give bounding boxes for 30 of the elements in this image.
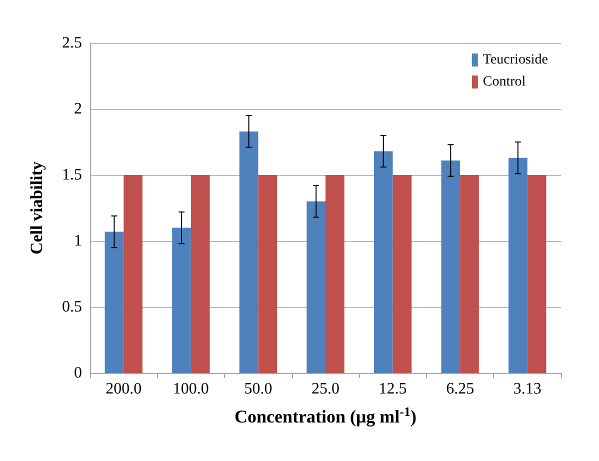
bar: [306, 201, 326, 373]
bar: [104, 232, 124, 373]
y-tick-label: 1: [74, 232, 82, 250]
x-tick-label: 100.0: [172, 380, 209, 398]
y-tick-label: 2: [74, 100, 82, 118]
legend-label: Teucrioside: [482, 52, 548, 68]
bar: [508, 158, 528, 373]
x-tick-label: 12.5: [378, 380, 407, 398]
y-tick-label: 1.5: [62, 166, 82, 184]
bar: [258, 175, 278, 373]
x-tick-label: 3.13: [513, 380, 542, 398]
bar: [374, 151, 393, 373]
x-tick-label: 25.0: [312, 380, 340, 398]
x-tick-label: 6.25: [446, 380, 474, 398]
x-tick-label: 50.0: [244, 380, 272, 398]
bar: [460, 175, 479, 373]
bar: [527, 175, 546, 373]
y-tick-label: 0.5: [62, 298, 82, 316]
bar: [124, 175, 142, 373]
y-tick-label: 0: [74, 364, 82, 382]
y-axis-title: Cell viability: [27, 160, 46, 255]
bar: [441, 160, 460, 373]
legend-label: Control: [482, 74, 526, 90]
y-tick-label: 2.5: [62, 34, 82, 52]
bar: [326, 175, 344, 373]
bar: [239, 131, 258, 373]
bar: [190, 175, 210, 373]
bar: [392, 175, 412, 373]
bar: [172, 228, 191, 373]
x-tick-label: 200.0: [106, 380, 142, 398]
